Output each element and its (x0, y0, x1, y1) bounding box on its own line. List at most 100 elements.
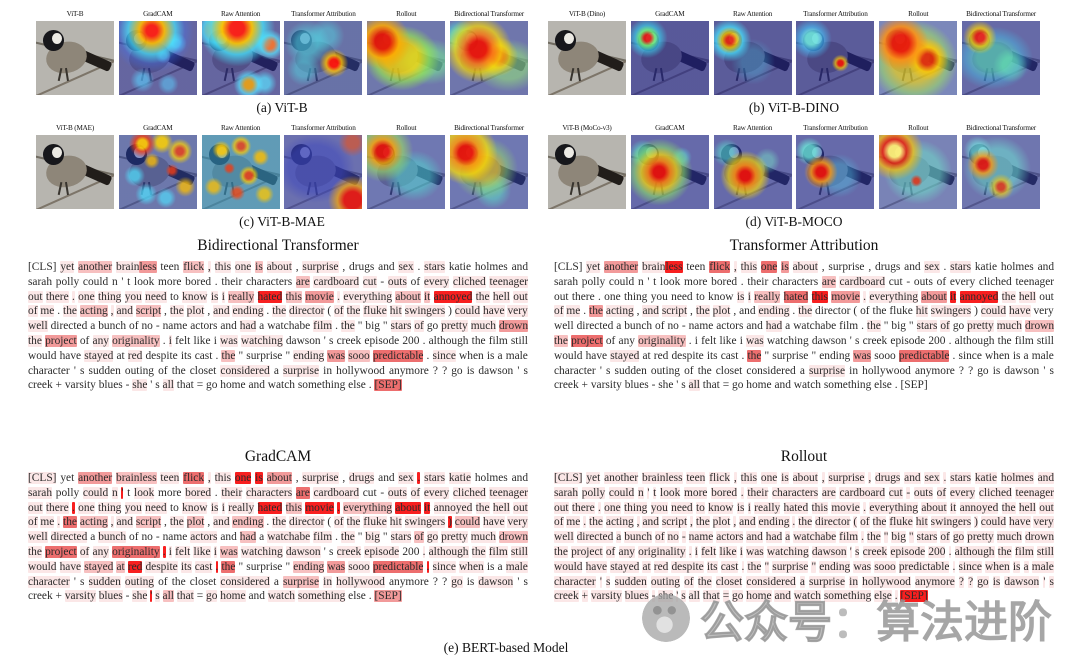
token: this (811, 290, 828, 303)
token: is (210, 501, 219, 514)
panel-c-method-5: Bidirectional Transformer (450, 122, 528, 209)
token: was (220, 545, 238, 558)
token: male (505, 560, 528, 573)
token: sudden (88, 364, 121, 377)
token: , (868, 261, 872, 273)
figure-group-a: ViT-B GradCAM Raw Attention Transformer Att… (36, 8, 528, 118)
token: the (554, 545, 568, 558)
token: its (180, 560, 192, 573)
token: , (110, 516, 114, 529)
token: this (740, 472, 758, 484)
token: n (637, 275, 644, 288)
token: still (1036, 545, 1054, 558)
token: a (785, 320, 791, 333)
token: . (368, 590, 372, 603)
token: holmes (1000, 261, 1034, 273)
token: one (760, 261, 778, 273)
token: character (554, 364, 596, 377)
token: - (906, 486, 911, 499)
token: director (815, 305, 851, 318)
token: else (874, 379, 892, 392)
token: a (616, 320, 622, 333)
token: character (554, 575, 596, 588)
token: " (883, 531, 889, 544)
token: holmes (1000, 472, 1034, 484)
token: film (313, 320, 333, 333)
token: are (821, 486, 836, 499)
token: - (125, 590, 130, 603)
token: the (554, 334, 568, 347)
token: out (513, 290, 528, 303)
token: outs (387, 486, 407, 499)
token: katie (448, 472, 471, 484)
bird-illustration (36, 21, 114, 95)
token: everything (343, 290, 393, 303)
token: ending (758, 516, 790, 529)
token: . (597, 501, 601, 514)
token: the (475, 501, 490, 514)
token: outing (124, 364, 155, 377)
token: sex (924, 472, 940, 484)
token: go (451, 575, 463, 588)
token: . (426, 560, 430, 573)
token: at (116, 560, 125, 573)
token: script (135, 516, 162, 529)
token: all (162, 590, 174, 603)
token: of (129, 531, 139, 544)
token: of (158, 575, 168, 588)
token: stars (390, 531, 412, 544)
heatmap-image (450, 21, 528, 95)
token: sooo (348, 560, 370, 573)
token: sarah (28, 275, 53, 288)
token: cardboard (313, 275, 360, 288)
token: no (667, 531, 679, 544)
token: the (697, 575, 712, 588)
token: one (78, 501, 95, 514)
token: n (637, 486, 644, 499)
panel-b-input: ViT-B (Dino) (548, 8, 626, 95)
attention-heatmap-overlay (118, 135, 197, 209)
token: very (507, 305, 528, 318)
token: . (337, 290, 340, 303)
token: dawson (811, 334, 847, 347)
token: is (781, 261, 789, 273)
token: and (746, 531, 763, 544)
token: a (799, 575, 805, 588)
token: . (417, 472, 421, 484)
token: thing (623, 501, 648, 514)
token: well (28, 531, 48, 544)
token: male (1031, 349, 1054, 362)
token: director (289, 305, 325, 318)
token: holmes (474, 472, 508, 484)
token: at (116, 349, 125, 362)
token: teen (686, 472, 706, 484)
token: the (1001, 501, 1016, 514)
token: more (158, 275, 182, 288)
token: ) (448, 516, 452, 529)
attention-heatmap-overlay (879, 135, 958, 209)
token: ? (442, 575, 448, 588)
token: - (155, 320, 160, 333)
panel-b-method-3: Transformer Attribution (796, 8, 875, 95)
token: swingers (930, 516, 972, 529)
token: s (523, 364, 528, 377)
token: everything (869, 501, 919, 514)
token: look (134, 275, 155, 288)
token: ? (968, 575, 974, 588)
token: are (295, 275, 310, 288)
token: at (642, 349, 651, 362)
token: ) (974, 305, 978, 318)
token: ( (853, 305, 858, 318)
token: when (459, 349, 484, 362)
token: could (980, 516, 1007, 529)
panel-a-method-4: Rollout (367, 8, 446, 95)
token: teenager (489, 486, 529, 499)
token: sarah (554, 275, 579, 288)
token: have (585, 560, 608, 573)
token: and (904, 261, 921, 273)
token: creek (554, 590, 579, 603)
token: you (124, 501, 142, 514)
token: plot (712, 305, 731, 318)
token: ' (849, 334, 852, 347)
token: of (605, 545, 616, 558)
